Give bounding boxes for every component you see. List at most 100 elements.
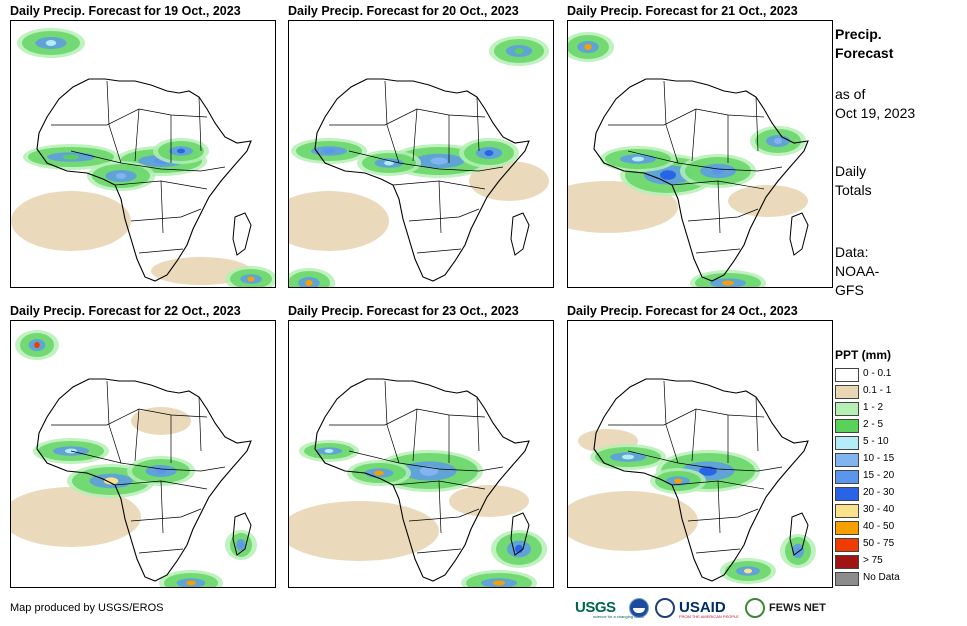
rain-area-peak (45, 40, 57, 46)
africa-map-graphic (568, 321, 832, 587)
rain-area-peak (177, 148, 185, 154)
country-border (348, 450, 504, 472)
seal-logo-icon (655, 598, 675, 618)
legend-label: 0.1 - 1 (863, 385, 892, 396)
country-border (134, 108, 140, 162)
country-border (627, 150, 783, 172)
legend-item: 30 - 40 (835, 503, 955, 520)
panel-title: Daily Precip. Forecast for 24 Oct., 2023 (567, 304, 798, 318)
source-line: Data: (835, 244, 869, 260)
country-border (384, 80, 400, 164)
rain-area-peak (247, 276, 255, 282)
legend-label: 0 - 0.1 (863, 368, 892, 379)
legend-label: 2 - 5 (863, 419, 884, 430)
country-border (160, 480, 164, 534)
fews-net-logo: FEWS NET (769, 602, 826, 614)
panel-title: Daily Precip. Forecast for 20 Oct., 2023 (288, 4, 519, 18)
africa-map-graphic (289, 21, 553, 287)
legend-label: 10 - 15 (863, 453, 895, 464)
madagascar-outline (232, 512, 252, 556)
light-rain-area (131, 407, 191, 435)
country-border (687, 208, 759, 222)
country-border (198, 396, 202, 452)
country-border (70, 150, 226, 172)
legend-label: No Data (863, 572, 900, 583)
rain-area-peak (63, 154, 79, 160)
legend-item: 0.1 - 1 (835, 384, 955, 401)
rain-area-peak (305, 280, 313, 286)
country-border (438, 480, 442, 534)
country-border (70, 450, 226, 472)
country-border (755, 396, 759, 452)
country-border (476, 96, 480, 152)
coastline (593, 78, 809, 282)
rain-area-peak (103, 477, 119, 485)
precip-map (10, 320, 276, 588)
africa-map-graphic (11, 321, 275, 587)
sidebar-title: Precip. Forecast (835, 25, 893, 63)
madagascar-outline (232, 212, 252, 256)
rain-area-peak (484, 150, 494, 156)
rain-area-peak (722, 280, 734, 286)
country-border (755, 96, 759, 152)
country-border (408, 208, 480, 222)
madagascar-outline (510, 512, 530, 556)
legend-swatch (835, 419, 859, 433)
legend-swatch (835, 453, 859, 467)
rain-area-peak (374, 470, 384, 476)
legend-item: > 75 (835, 554, 955, 571)
legend-label: 15 - 20 (863, 470, 895, 481)
rain-area-peak (115, 173, 127, 179)
rain-area-peak (323, 148, 335, 154)
precip-map (288, 320, 554, 588)
rain-area-peak (622, 454, 634, 460)
legend-item: 5 - 10 (835, 435, 955, 452)
country-border (627, 450, 783, 472)
madagascar-outline (789, 512, 809, 556)
as-of-label: as of (835, 86, 866, 102)
legend-swatch (835, 538, 859, 552)
light-rain-area (449, 485, 529, 517)
country-border (106, 380, 122, 464)
africa-map-graphic (11, 21, 275, 287)
panel-title: Daily Precip. Forecast for 21 Oct., 2023 (567, 4, 798, 18)
country-border (438, 180, 442, 234)
country-border (717, 180, 721, 234)
africa-map-graphic (568, 21, 832, 287)
africa-map-graphic (289, 321, 553, 587)
coastline (36, 78, 252, 282)
legend-swatch (835, 504, 859, 518)
country-border (130, 208, 202, 222)
legend-item: 20 - 30 (835, 486, 955, 503)
sidebar-title-line: Precip. (835, 26, 882, 42)
country-border (717, 480, 721, 534)
source-line: GFS (835, 282, 864, 298)
country-border (412, 408, 418, 462)
legend-item: 2 - 5 (835, 418, 955, 435)
rain-area-peak (324, 449, 334, 453)
panel-title: Daily Precip. Forecast for 22 Oct., 2023 (10, 304, 241, 318)
legend-item: 10 - 15 (835, 452, 955, 469)
country-border (408, 508, 480, 522)
light-rain-area (289, 191, 389, 251)
usgs-logo: USGS (575, 599, 616, 616)
madagascar-outline (510, 212, 530, 256)
legend-swatch (835, 402, 859, 416)
legend-item: 0 - 0.1 (835, 367, 955, 384)
legend-item: 40 - 50 (835, 520, 955, 537)
coastline (314, 78, 530, 282)
legend-label: 30 - 40 (863, 504, 895, 515)
country-border (160, 180, 164, 234)
data-source: Data: NOAA- GFS (835, 243, 879, 300)
legend-item: 50 - 75 (835, 537, 955, 554)
legend-label: 5 - 10 (863, 436, 889, 447)
rain-area-peak (674, 478, 682, 484)
country-border (476, 396, 480, 452)
country-border (138, 248, 184, 254)
madagascar-outline (789, 212, 809, 256)
panel-title: Daily Precip. Forecast for 23 Oct., 2023 (288, 304, 519, 318)
country-border (384, 380, 400, 464)
country-border (416, 248, 462, 254)
legend-title: PPT (mm) (835, 348, 892, 362)
legend-swatch (835, 436, 859, 450)
